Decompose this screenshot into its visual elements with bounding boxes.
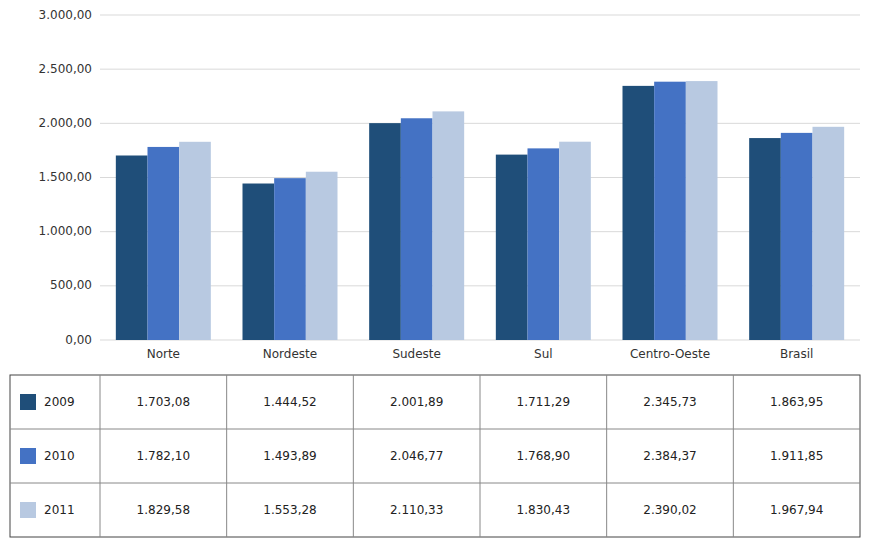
table-border: [10, 375, 860, 537]
table-value: 1.782,10: [137, 449, 190, 463]
table-value: 1.863,95: [770, 395, 823, 409]
bar: [306, 172, 338, 340]
legend-label: 2009: [44, 395, 75, 409]
bar: [369, 123, 401, 340]
table-rule: [10, 483, 860, 484]
bar: [749, 138, 781, 340]
legend-label: 2010: [44, 449, 75, 463]
table-value: 1.967,94: [770, 503, 823, 517]
table-value: 2.046,77: [390, 449, 443, 463]
table-value: 2.384,37: [643, 449, 696, 463]
y-tick-label: 2.500,00: [39, 62, 92, 76]
table-value: 1.444,52: [263, 395, 316, 409]
bar: [274, 178, 306, 340]
table-value: 2.345,73: [643, 395, 696, 409]
x-tick-label: Centro-Oeste: [630, 347, 710, 361]
bar: [496, 155, 528, 340]
bar: [528, 148, 560, 340]
legend-label: 2011: [44, 503, 75, 517]
table-rule: [10, 429, 860, 430]
bar: [433, 111, 465, 340]
grid-line: [100, 177, 860, 178]
table-value: 1.703,08: [137, 395, 190, 409]
table-value: 1.829,58: [137, 503, 190, 517]
table-rule: [100, 375, 101, 537]
bar: [401, 118, 433, 340]
grid-line: [100, 285, 860, 286]
grid-line: [100, 123, 860, 124]
grid-line: [100, 15, 860, 16]
bar: [559, 142, 591, 340]
table-value: 1.711,29: [517, 395, 570, 409]
bar: [148, 147, 180, 340]
table-rule: [353, 375, 354, 537]
x-tick-label: Norte: [147, 347, 180, 361]
bar: [179, 142, 211, 340]
table-rule: [733, 375, 734, 537]
grid-line: [100, 340, 860, 341]
x-tick-label: Nordeste: [263, 347, 317, 361]
table-value: 2.110,33: [390, 503, 443, 517]
y-tick-label: 500,00: [50, 278, 92, 292]
table-value: 1.911,85: [770, 449, 823, 463]
table-value: 1.493,89: [263, 449, 316, 463]
bar: [243, 184, 275, 340]
bar: [116, 155, 148, 340]
y-tick-label: 3.000,00: [39, 8, 92, 22]
table-value: 1.830,43: [517, 503, 570, 517]
table-value: 2.001,89: [390, 395, 443, 409]
grid-line: [100, 231, 860, 232]
bar: [623, 86, 655, 340]
x-axis: Norte Nordeste Sudeste Sul Centro-Oeste Brasi…: [147, 347, 814, 361]
table-rule: [226, 375, 227, 537]
table-rule: [480, 375, 481, 537]
table-value: 2.390,02: [643, 503, 696, 517]
bar: [654, 82, 686, 340]
bar: [813, 127, 845, 340]
grid-line: [100, 69, 860, 70]
legend-swatch: [20, 502, 36, 518]
table-value: 1.768,90: [517, 449, 570, 463]
table-rule: [606, 375, 607, 537]
y-tick-label: 2.000,00: [39, 116, 92, 130]
y-tick-label: 0,00: [65, 333, 92, 347]
data-table: 2009 1.703,08 1.444,52 2.001,89 1.711,29 2.34…: [10, 375, 860, 537]
bar: [781, 133, 813, 340]
x-tick-label: Brasil: [780, 347, 813, 361]
bars: [116, 81, 844, 340]
bar: [686, 81, 718, 340]
legend-swatch: [20, 448, 36, 464]
chart: 0,00 500,00 1.000,00 1.500,00 2.000,00 2.500,…: [0, 0, 875, 547]
y-tick-label: 1.500,00: [39, 170, 92, 184]
legend-swatch: [20, 394, 36, 410]
y-tick-label: 1.000,00: [39, 224, 92, 238]
x-tick-label: Sul: [534, 347, 553, 361]
y-axis: 0,00 500,00 1.000,00 1.500,00 2.000,00 2.500,…: [39, 8, 860, 347]
x-tick-label: Sudeste: [392, 347, 441, 361]
table-value: 1.553,28: [263, 503, 316, 517]
